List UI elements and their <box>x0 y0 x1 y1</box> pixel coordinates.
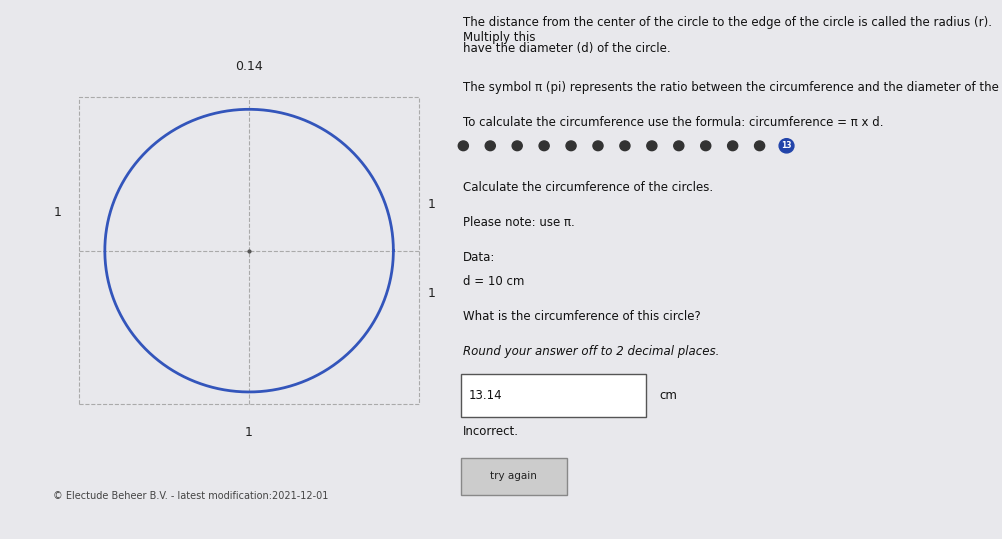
Circle shape <box>647 141 657 150</box>
Text: Please note: use π.: Please note: use π. <box>463 216 575 229</box>
Text: 1: 1 <box>245 426 254 439</box>
Text: try again: try again <box>490 472 537 481</box>
Circle shape <box>458 141 468 150</box>
FancyBboxPatch shape <box>461 374 645 417</box>
Text: Incorrect.: Incorrect. <box>463 425 519 438</box>
Text: 1: 1 <box>428 287 436 300</box>
Circle shape <box>755 141 765 150</box>
Circle shape <box>566 141 576 150</box>
Text: What is the circumference of this circle?: What is the circumference of this circle… <box>463 310 701 323</box>
Circle shape <box>539 141 549 150</box>
Text: To calculate the circumference use the formula: circumference = π x d.: To calculate the circumference use the f… <box>463 116 884 129</box>
Text: 1: 1 <box>54 206 62 219</box>
Circle shape <box>727 141 737 150</box>
FancyBboxPatch shape <box>461 458 567 495</box>
Text: d = 10 cm: d = 10 cm <box>463 275 525 288</box>
Text: 13.14: 13.14 <box>469 389 503 403</box>
Circle shape <box>780 139 794 153</box>
Text: 13: 13 <box>782 141 792 150</box>
Text: cm: cm <box>659 389 677 403</box>
Circle shape <box>673 141 683 150</box>
Text: The symbol π (pi) represents the ratio between the circumference and the diamete: The symbol π (pi) represents the ratio b… <box>463 81 1002 94</box>
Text: Round your answer off to 2 decimal places.: Round your answer off to 2 decimal place… <box>463 345 719 358</box>
Circle shape <box>620 141 630 150</box>
Circle shape <box>593 141 603 150</box>
Text: Calculate the circumference of the circles.: Calculate the circumference of the circl… <box>463 181 713 194</box>
Text: have the diameter (d) of the circle.: have the diameter (d) of the circle. <box>463 43 671 56</box>
Text: Data:: Data: <box>463 251 496 264</box>
Circle shape <box>700 141 710 150</box>
Text: 0.14: 0.14 <box>235 60 263 73</box>
Text: 1: 1 <box>428 198 436 211</box>
Text: © Electude Beheer B.V. - latest modification:2021-12-01: © Electude Beheer B.V. - latest modifica… <box>53 491 329 501</box>
Circle shape <box>485 141 495 150</box>
Circle shape <box>512 141 522 150</box>
Text: The distance from the center of the circle to the edge of the circle is called t: The distance from the center of the circ… <box>463 16 992 44</box>
